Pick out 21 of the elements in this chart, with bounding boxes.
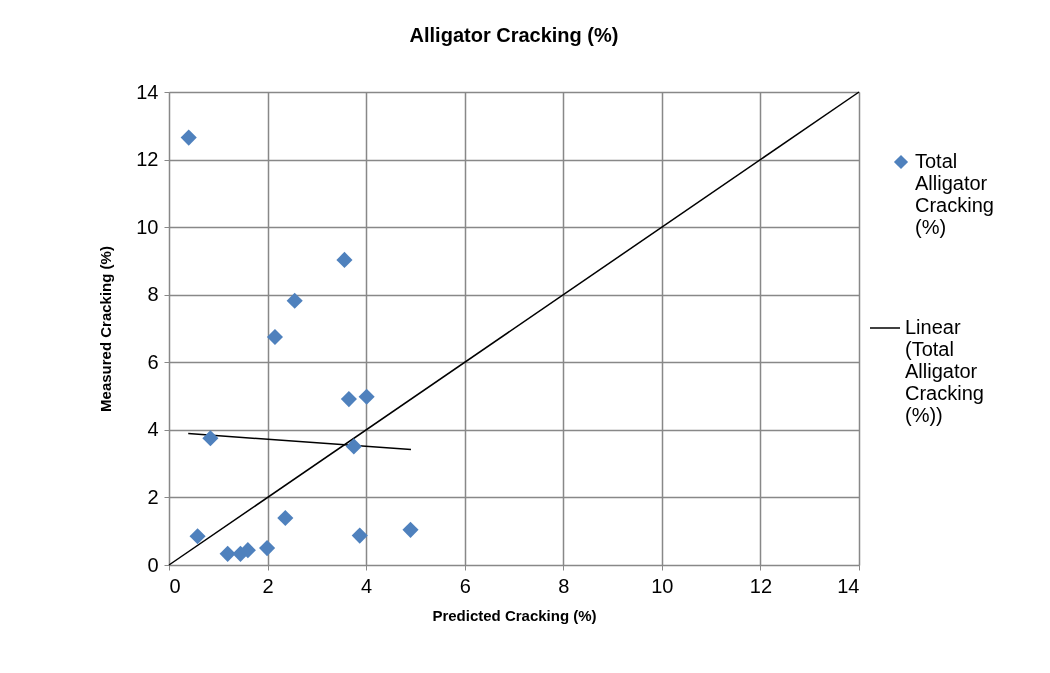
x-tick-label: 6 (459, 574, 471, 597)
y-tick-label: 10 (136, 215, 159, 238)
x-tick-label: 4 (361, 574, 373, 597)
y-axis-title: Measured Cracking (%) (97, 246, 115, 412)
y-tick-label: 6 (147, 350, 159, 373)
y-tick-label: 2 (147, 485, 159, 508)
y-tick-label: 14 (136, 80, 159, 103)
x-tick-label: 14 (837, 574, 860, 597)
x-axis-title: Predicted Cracking (%) (432, 606, 597, 624)
y-tick-label: 12 (136, 148, 159, 171)
y-tick-label: 0 (147, 553, 159, 576)
x-tick-label: 10 (651, 574, 674, 597)
x-tick-label: 8 (558, 574, 570, 597)
legend-label: Linear (Total Alligator Cracking (%)) (905, 316, 984, 426)
y-tick-label: 8 (147, 283, 159, 306)
chart-title: Alligator Cracking (%) (409, 24, 619, 46)
x-tick-label: 0 (169, 574, 181, 597)
x-tick-label: 2 (262, 574, 274, 597)
y-tick-label: 4 (147, 418, 159, 441)
legend-label: Total Alligator Cracking (%) (915, 150, 994, 238)
x-tick-label: 12 (749, 574, 773, 597)
